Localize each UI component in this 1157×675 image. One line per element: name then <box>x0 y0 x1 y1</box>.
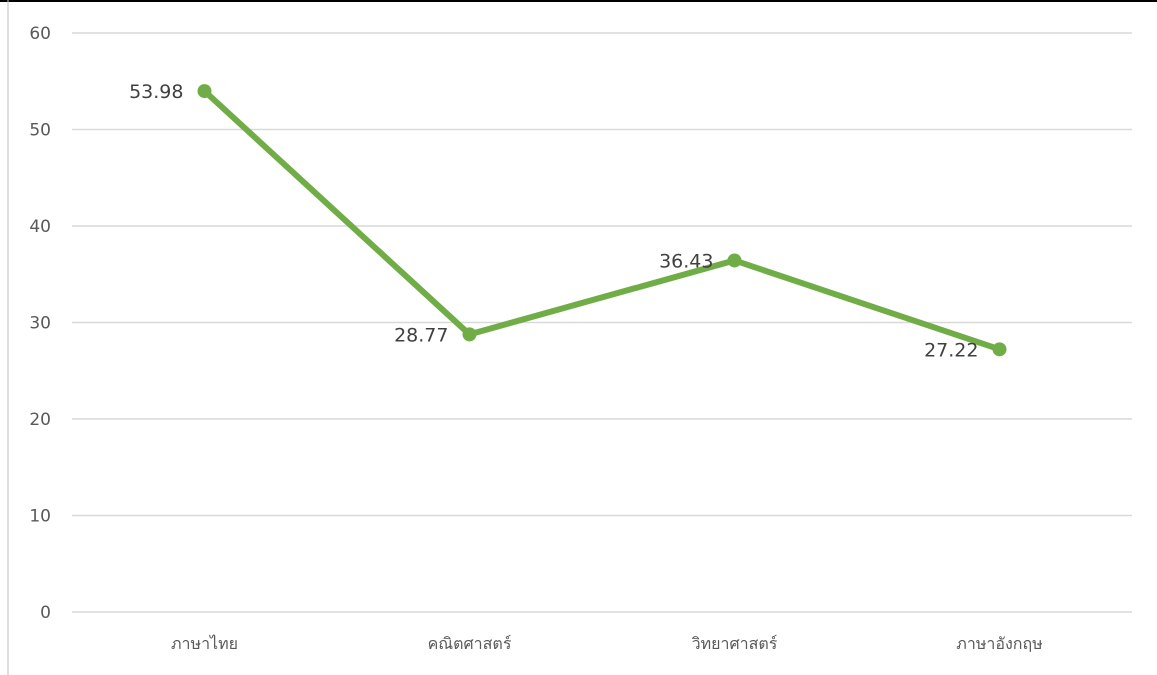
y-tick-label: 60 <box>29 24 51 44</box>
y-tick-label: 40 <box>29 217 51 237</box>
x-axis-labels: ภาษาไทย คณิตศาสตร์ วิทยาศาสตร์ ภาษาอังกฤษ <box>171 634 1043 653</box>
y-tick-label: 50 <box>29 121 51 141</box>
x-tick-label: ภาษาอังกฤษ <box>956 634 1042 653</box>
data-point <box>992 342 1007 357</box>
data-label: 27.22 <box>924 339 978 361</box>
data-label: 53.98 <box>129 81 183 103</box>
data-label: 36.43 <box>659 250 713 272</box>
y-axis-ticks: 0 10 20 30 40 50 60 <box>29 24 51 623</box>
y-tick-label: 10 <box>29 507 51 527</box>
data-label: 28.77 <box>394 324 448 346</box>
y-tick-label: 20 <box>29 410 51 430</box>
x-tick-label: คณิตศาสตร์ <box>428 634 512 653</box>
y-tick-label: 30 <box>29 314 51 334</box>
data-labels: 53.98 28.77 36.43 27.22 <box>129 81 978 361</box>
gridlines <box>72 32 1132 613</box>
top-cropped-text-strip <box>0 0 1157 2</box>
data-point <box>462 327 477 342</box>
series-group <box>197 84 1007 357</box>
data-point <box>727 253 742 268</box>
x-tick-label: ภาษาไทย <box>171 634 238 653</box>
series-line <box>201 88 1003 353</box>
data-point <box>197 84 212 99</box>
y-tick-label: 0 <box>40 603 51 623</box>
x-tick-label: วิทยาศาสตร์ <box>692 634 778 653</box>
